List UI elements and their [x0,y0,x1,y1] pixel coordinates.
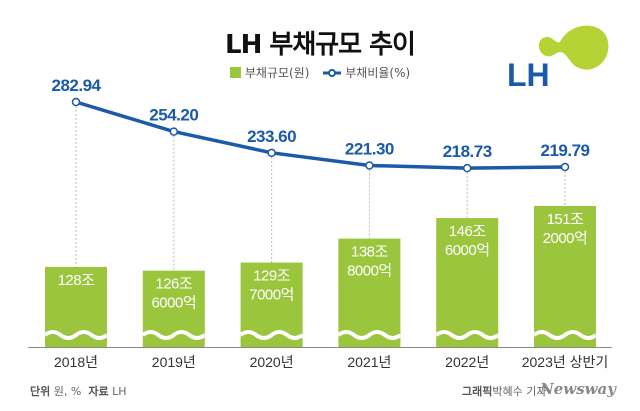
line-value-label: 221.30 [345,139,394,158]
x-tick-label: 2018년 [54,354,98,370]
author: 박혜수 기자 [492,385,547,398]
legend-line-label: 부채비율(%) [345,66,411,80]
bar [436,218,499,347]
unit-label: 단위 [30,385,51,398]
line-value-label: 218.73 [443,142,492,161]
line-value-label: 282.94 [52,76,102,95]
newsway-logo: Newsway [540,380,616,398]
line-point [267,148,276,158]
bar-value-label: 7000억 [249,287,294,304]
x-tick-label: 2022년 [445,354,489,370]
axis-break-wave [43,330,109,340]
footer-unit-source: 단위 원, % 자료 LH [30,383,126,399]
line-point [560,162,570,172]
lh-logo: LH [507,25,609,93]
line-point [169,127,179,136]
x-tick-label: 2021년 [347,354,391,370]
line-point [71,97,81,107]
axis-break-wave [434,330,500,340]
line-value-label: 233.60 [247,127,296,146]
line-value-label: 254.20 [149,106,198,125]
legend-line-marker-icon [323,68,342,78]
bar-value-label: 6000억 [151,295,196,312]
bar-value-label: 126조 [155,276,193,293]
debt-ratio-line [75,100,566,170]
chart-title: LH 부채규모 추이 [225,30,416,60]
bar-value-label: 8000억 [347,263,392,280]
bar-value-label: 138조 [351,244,389,261]
line-value-label: 219.79 [541,141,590,160]
line-point [462,163,472,173]
graphic-label: 그래픽 [462,385,493,398]
bar-value-label: 129조 [253,268,291,285]
bar-value-label: 2000억 [543,230,588,247]
source-value: LH [112,385,127,398]
unit-value: 원, % [53,385,82,398]
legend: 부채규모(원) 부채비율(%) [0,64,640,81]
bar-value-label: 146조 [449,223,487,240]
axis-break-wave [337,330,402,340]
legend-bar-label: 부채규모(원) [244,66,310,80]
axis-break-wave [141,330,207,340]
legend-bar-swatch [229,67,241,78]
bar-value-label: 151조 [547,211,585,228]
x-tick-label: 2020년 [250,354,294,370]
axis-break-wave [239,330,304,340]
x-tick-label: 2023년 상반기 [522,354,609,370]
source-label: 자료 [88,385,109,398]
axis-break-wave [532,330,598,340]
bar-value-label: 6000억 [445,242,490,259]
bar [534,205,596,347]
line-point [365,161,374,170]
footer-credit: 그래픽박혜수 기자 [462,383,546,399]
bar-value-label: 128조 [58,272,96,289]
x-tick-label: 2019년 [152,354,196,370]
svg-text:LH: LH [507,57,550,93]
bar [338,238,401,347]
